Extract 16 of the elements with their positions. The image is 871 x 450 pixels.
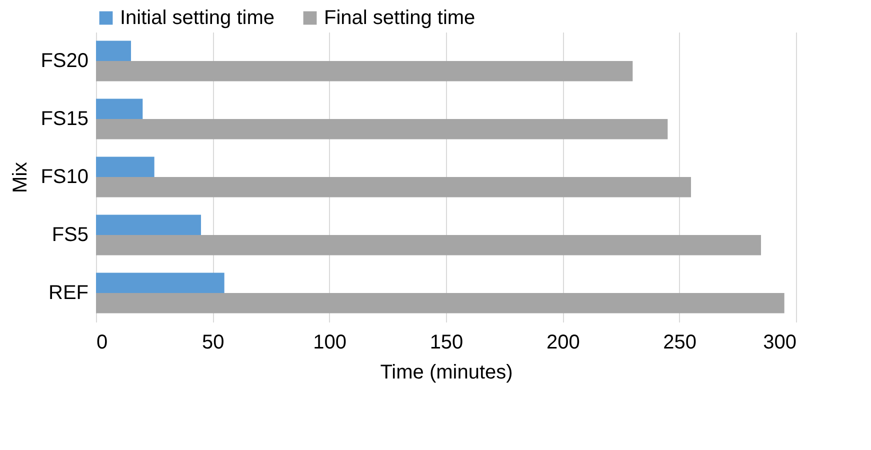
y-tick-label: FS15 <box>40 108 88 130</box>
x-tick-label: 200 <box>546 332 580 354</box>
y-axis-title: Mix <box>10 162 32 194</box>
x-tick-label: 50 <box>202 332 224 354</box>
x-tick-label: 150 <box>430 332 464 354</box>
y-tick-label: FS5 <box>52 224 88 246</box>
y-tick-label: FS10 <box>40 166 88 188</box>
x-tick-label: 250 <box>663 332 697 354</box>
legend-label: Final setting time <box>324 7 476 29</box>
x-tick-label: 100 <box>313 332 347 354</box>
legend-label: Initial setting time <box>120 7 275 29</box>
y-tick-label: REF <box>48 282 88 304</box>
x-tick-label: 300 <box>763 332 796 354</box>
x-tick-label: 0 <box>96 332 108 354</box>
y-tick-label: FS20 <box>40 50 88 72</box>
x-axis-title: Time (minutes) <box>380 362 513 384</box>
